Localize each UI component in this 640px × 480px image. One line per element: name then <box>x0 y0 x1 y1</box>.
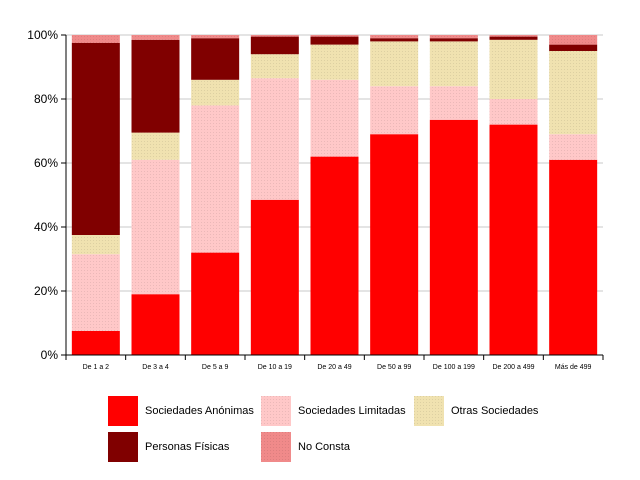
bar-segment <box>250 36 299 55</box>
bar-segment-texture <box>310 44 359 80</box>
x-tick-label: De 10 a 19 <box>258 364 292 371</box>
legend-label: No Consta <box>298 441 351 453</box>
bar-segment <box>370 38 419 42</box>
bar-segment-texture <box>131 35 180 40</box>
bar-segment-texture <box>429 86 478 120</box>
bar-segment <box>71 331 120 355</box>
bar-segment <box>250 199 299 355</box>
bar-segment-texture <box>489 99 538 125</box>
legend: Sociedades Anónimas Sociedades Limitadas O… <box>108 396 539 462</box>
legend-label: Personas Físicas <box>145 441 230 453</box>
bar-segment-texture <box>370 41 419 87</box>
legend-swatch <box>108 432 138 462</box>
bar-segment-texture <box>370 35 419 39</box>
legend-label: Sociedades Anónimas <box>145 405 254 417</box>
y-tick-label: 40% <box>34 220 58 234</box>
bar-segment-texture <box>131 159 180 295</box>
bar-segment-texture <box>310 79 359 157</box>
bar-segment-texture <box>191 35 240 39</box>
bar-segment-texture <box>71 254 120 331</box>
bar-segment <box>549 159 598 355</box>
bar-segment <box>429 38 478 42</box>
bar-segment <box>310 156 359 355</box>
bar-segment-texture <box>191 79 240 106</box>
x-axis: De 1 a 2 De 3 a 4 De 5 a 9 De 10 a 19 De 20 … <box>65 354 604 371</box>
bar-segment-texture <box>250 35 299 37</box>
bar-segment <box>71 43 120 235</box>
legend-swatch-texture <box>414 396 444 426</box>
x-tick-label: De 20 a 49 <box>317 364 351 371</box>
bar-segment-texture <box>71 235 120 255</box>
bar-segment <box>549 44 598 51</box>
bar-segment-texture <box>310 35 359 37</box>
x-tick-label: De 50 a 99 <box>377 364 411 371</box>
bar-segment <box>191 252 240 355</box>
y-tick-label: 60% <box>34 156 58 170</box>
y-tick-label: 100% <box>27 28 58 42</box>
bar-segment-texture <box>429 35 478 39</box>
bar-segment-texture <box>250 78 299 200</box>
y-tick-label: 0% <box>41 348 59 362</box>
x-tick-label: De 5 a 9 <box>202 364 229 371</box>
bar-segment-texture <box>489 39 538 99</box>
y-tick-label: 20% <box>34 284 58 298</box>
bar-segment-texture <box>549 35 598 45</box>
y-tick-label: 80% <box>34 92 58 106</box>
legend-label: Sociedades Limitadas <box>298 405 406 417</box>
bar-segment <box>131 39 180 133</box>
bar-segment <box>370 134 419 355</box>
bar-segment-texture <box>71 35 120 43</box>
x-tick-label: De 3 a 4 <box>142 364 169 371</box>
bar-segment <box>310 36 359 45</box>
bar-segment <box>429 119 478 355</box>
bars <box>71 35 598 355</box>
bar-segment <box>131 294 180 355</box>
bar-segment-texture <box>370 86 419 135</box>
bar-segment-texture <box>131 132 180 160</box>
bar-segment-texture <box>549 134 598 160</box>
legend-label: Otras Sociedades <box>451 405 539 417</box>
bar-segment-texture <box>250 54 299 79</box>
bar-segment-texture <box>429 41 478 87</box>
x-tick-label: Más de 499 <box>555 364 592 371</box>
bar-segment <box>191 38 240 80</box>
y-axis: 0% 20% 40% 60% 80% 100% <box>27 28 67 362</box>
x-tick-label: De 1 a 2 <box>83 364 110 371</box>
legend-swatch <box>108 396 138 426</box>
bar-segment-texture <box>549 51 598 135</box>
bar-segment-texture <box>489 35 538 37</box>
legend-swatch-texture <box>261 396 291 426</box>
bar-segment <box>489 36 538 40</box>
x-tick-label: De 100 a 199 <box>433 364 475 371</box>
x-tick-label: De 200 a 499 <box>492 364 534 371</box>
bar-segment-texture <box>191 105 240 253</box>
legend-swatch-texture <box>261 432 291 462</box>
bar-segment <box>489 124 538 355</box>
